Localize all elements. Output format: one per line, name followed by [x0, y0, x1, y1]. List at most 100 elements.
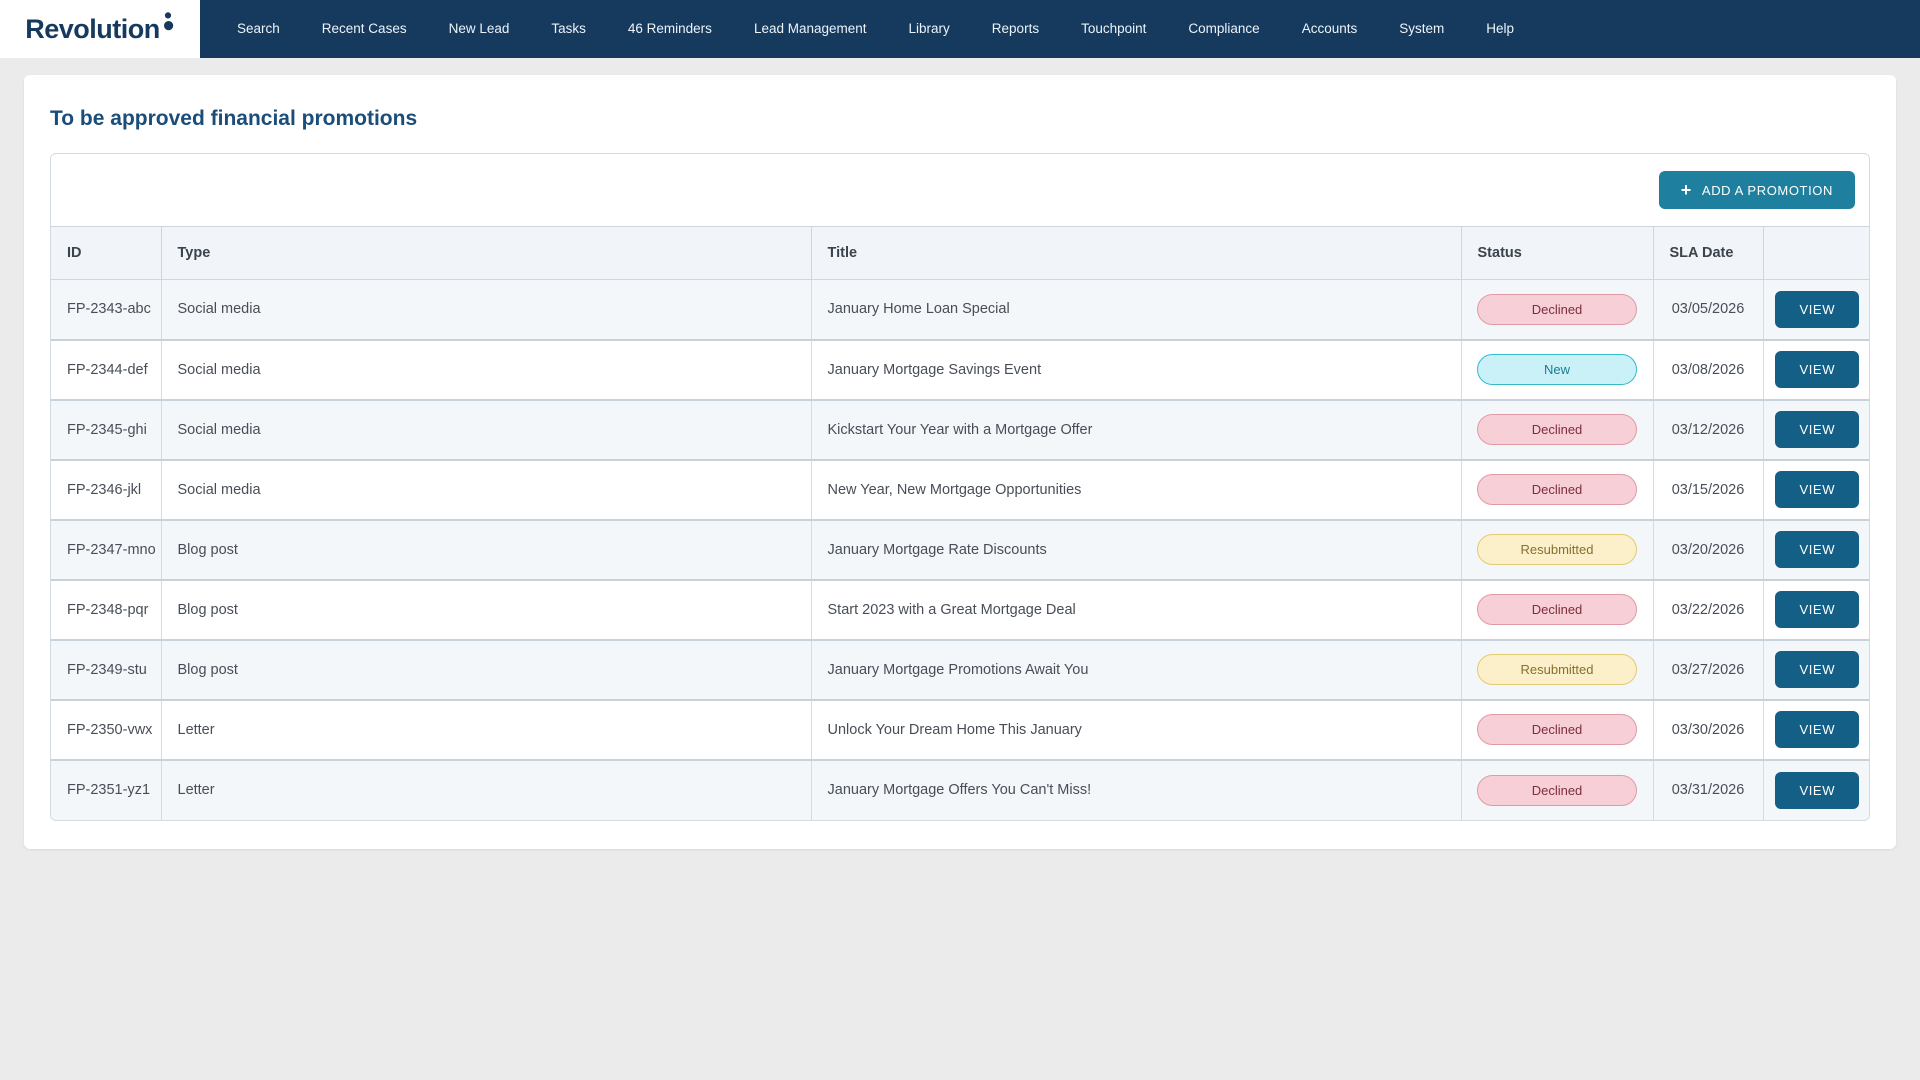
view-button[interactable]: VIEW [1775, 471, 1860, 508]
column-header: ID [51, 226, 162, 280]
cell-id: FP-2349-stu [51, 639, 162, 701]
nav-item[interactable]: Lead Management [753, 21, 867, 36]
nav-item[interactable]: Recent Cases [321, 21, 407, 36]
cell-status: Resubmitted [1461, 639, 1654, 701]
cell-status: Declined [1461, 279, 1654, 341]
cell-id: FP-2345-ghi [51, 399, 162, 461]
cell-status: Declined [1461, 699, 1654, 761]
nav-item[interactable]: Accounts [1301, 21, 1358, 36]
status-badge: Resubmitted [1477, 534, 1637, 565]
table-toolbar: + ADD A PROMOTION [51, 154, 1869, 226]
cell-title: January Mortgage Rate Discounts [811, 519, 1462, 581]
table-row: FP-2351-yz1 Letter January Mortgage Offe… [51, 759, 1869, 820]
cell-title: New Year, New Mortgage Opportunities [811, 459, 1462, 521]
cell-id: FP-2347-mno [51, 519, 162, 581]
cell-type: Social media [161, 459, 812, 521]
cell-type: Blog post [161, 519, 812, 581]
page-title: To be approved financial promotions [50, 107, 418, 130]
nav-item[interactable]: Touchpoint [1081, 21, 1147, 36]
cell-sla-date: 03/27/2026 [1653, 639, 1764, 701]
column-header: Status [1461, 226, 1654, 280]
nav-item[interactable]: Help [1486, 21, 1514, 36]
cell-action: VIEW [1763, 519, 1869, 581]
cell-title: Unlock Your Dream Home This January [811, 699, 1462, 761]
cell-sla-date: 03/31/2026 [1653, 759, 1764, 820]
promotions-card: To be approved financial promotions + AD… [24, 75, 1896, 849]
cell-type: Letter [161, 759, 812, 820]
cell-action: VIEW [1763, 279, 1869, 341]
cell-action: VIEW [1763, 399, 1869, 461]
add-promotion-button[interactable]: + ADD A PROMOTION [1658, 171, 1855, 209]
cell-title: January Mortgage Savings Event [811, 339, 1462, 401]
status-badge: Declined [1477, 714, 1637, 745]
view-button[interactable]: VIEW [1775, 771, 1860, 809]
table-row: FP-2348-pqr Blog post Start 2023 with a … [51, 579, 1869, 641]
cell-title: January Home Loan Special [811, 279, 1462, 341]
table-row: FP-2349-stu Blog post January Mortgage P… [51, 639, 1869, 701]
nav-item[interactable]: 46 Reminders [627, 21, 712, 36]
table-row: FP-2350-vwx Letter Unlock Your Dream Hom… [51, 699, 1869, 761]
nav-item[interactable]: New Lead [448, 21, 510, 36]
nav-item[interactable]: System [1399, 21, 1445, 36]
status-badge: Declined [1477, 774, 1637, 806]
table-row: FP-2346-jkl Social media New Year, New M… [51, 459, 1869, 521]
promotions-panel: + ADD A PROMOTION ID [50, 153, 1870, 821]
column-header [1763, 226, 1869, 280]
cell-status: Declined [1461, 399, 1654, 461]
cell-type: Social media [161, 339, 812, 401]
nav-item[interactable]: Compliance [1188, 21, 1260, 36]
cell-action: VIEW [1763, 459, 1869, 521]
table-header-row: ID Type Title Status SLA Date [51, 226, 1869, 280]
cell-type: Blog post [161, 579, 812, 641]
cell-id: FP-2351-yz1 [51, 759, 162, 820]
cell-status: Declined [1461, 579, 1654, 641]
promotions-table: ID Type Title Status SLA Date [51, 226, 1869, 820]
status-badge: Declined [1477, 293, 1637, 325]
column-header: SLA Date [1653, 226, 1764, 280]
nav-item[interactable]: Library [908, 21, 950, 36]
view-button[interactable]: VIEW [1775, 351, 1860, 388]
cell-status: Declined [1461, 459, 1654, 521]
cell-action: VIEW [1763, 339, 1869, 401]
cell-type: Blog post [161, 639, 812, 701]
cell-sla-date: 03/20/2026 [1653, 519, 1764, 581]
cell-title: January Mortgage Promotions Await You [811, 639, 1462, 701]
main-nav: Search Recent Cases New Lead Tasks 46 Re… [216, 0, 1535, 58]
cell-type: Social media [161, 399, 812, 461]
view-button[interactable]: VIEW [1775, 531, 1860, 568]
view-button[interactable]: VIEW [1775, 290, 1860, 328]
cell-status: New [1461, 339, 1654, 401]
main-content: To be approved financial promotions + AD… [0, 75, 1920, 849]
cell-status: Declined [1461, 759, 1654, 820]
view-button[interactable]: VIEW [1775, 411, 1860, 448]
cell-type: Social media [161, 279, 812, 341]
brand-name: Revolution [25, 13, 160, 44]
view-button[interactable]: VIEW [1775, 651, 1860, 688]
nav-item[interactable]: Tasks [551, 21, 586, 36]
view-button[interactable]: VIEW [1775, 711, 1860, 748]
cell-title: Kickstart Your Year with a Mortgage Offe… [811, 399, 1462, 461]
cell-action: VIEW [1763, 579, 1869, 641]
cell-sla-date: 03/12/2026 [1653, 399, 1764, 461]
add-promotion-label: ADD A PROMOTION [1701, 182, 1833, 198]
status-badge: Declined [1477, 414, 1637, 445]
table-row: FP-2345-ghi Social media Kickstart Your … [51, 399, 1869, 461]
cell-action: VIEW [1763, 639, 1869, 701]
status-badge: Resubmitted [1477, 654, 1637, 685]
cell-title: January Mortgage Offers You Can't Miss! [811, 759, 1462, 820]
nav-item[interactable]: Reports [991, 21, 1040, 36]
cell-id: FP-2348-pqr [51, 579, 162, 641]
cell-id: FP-2343-abc [51, 279, 162, 341]
cell-sla-date: 03/05/2026 [1653, 279, 1764, 341]
cell-sla-date: 03/30/2026 [1653, 699, 1764, 761]
cell-action: VIEW [1763, 699, 1869, 761]
cell-id: FP-2344-def [51, 339, 162, 401]
brand-logo[interactable]: Revolution [0, 0, 200, 58]
status-badge: New [1477, 354, 1637, 385]
view-button[interactable]: VIEW [1775, 591, 1860, 628]
cell-id: FP-2350-vwx [51, 699, 162, 761]
nav-item[interactable]: Search [237, 21, 280, 36]
brand-dot-icon [163, 11, 173, 30]
cell-sla-date: 03/15/2026 [1653, 459, 1764, 521]
column-header: Title [811, 226, 1462, 280]
